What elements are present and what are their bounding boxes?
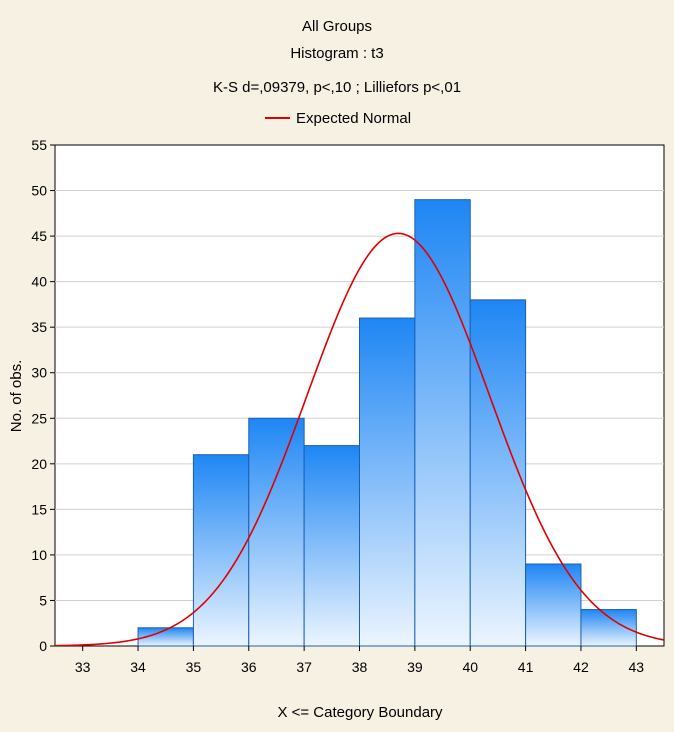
- y-tick-label-15: 15: [31, 501, 47, 517]
- histogram-bar-41-42: [525, 563, 582, 647]
- x-tick-label-36: 36: [241, 659, 257, 675]
- histogram-bar-35-36: [192, 454, 250, 647]
- histogram-bars: [137, 199, 637, 647]
- x-tick-label-34: 34: [130, 659, 146, 675]
- x-axis-ticks: 33 34 35 36 37 38 39 40 41 42 43: [75, 646, 644, 675]
- x-tick-label-35: 35: [186, 659, 202, 675]
- histogram-bar-40-41: [469, 299, 527, 647]
- y-tick-label-10: 10: [31, 547, 47, 563]
- chart-title: All Groups: [302, 18, 372, 35]
- x-tick-label-42: 42: [573, 659, 589, 675]
- x-tick-label-40: 40: [462, 659, 478, 675]
- expected-normal-line: [55, 232, 664, 646]
- x-tick-label-38: 38: [352, 659, 368, 675]
- histogram-bar-37-38: [303, 445, 360, 647]
- histogram-bar-39-40: [414, 199, 471, 647]
- y-tick-label-45: 45: [31, 228, 47, 244]
- y-tick-label-25: 25: [31, 410, 47, 426]
- y-axis-ticks: 0 5 10 15 20 25 30 35 40 45 50 55: [31, 137, 55, 654]
- chart-subtitle: Histogram : t3: [290, 45, 383, 62]
- expected-normal-curve: [55, 232, 664, 646]
- histogram-bar-36-37: [248, 417, 305, 647]
- x-tick-label-39: 39: [407, 659, 423, 675]
- y-tick-label-50: 50: [31, 183, 47, 199]
- y-tick-label-20: 20: [31, 456, 47, 472]
- x-tick-label-37: 37: [296, 659, 312, 675]
- x-tick-label-41: 41: [518, 659, 534, 675]
- y-tick-label-5: 5: [39, 592, 47, 608]
- y-tick-label-0: 0: [39, 638, 47, 654]
- x-tick-label-43: 43: [629, 659, 645, 675]
- y-tick-label-35: 35: [31, 319, 47, 335]
- chart-stats-line: K-S d=,09379, p<,10 ; Lilliefors p<,01: [213, 79, 461, 96]
- x-axis-label: X <= Category Boundary: [277, 704, 443, 721]
- histogram-bar-38-39: [359, 317, 416, 647]
- y-tick-label-55: 55: [31, 137, 47, 153]
- chart-legend: Expected Normal: [265, 110, 411, 127]
- y-axis-label: No. of obs.: [8, 360, 25, 433]
- y-tick-label-40: 40: [31, 274, 47, 290]
- legend-label: Expected Normal: [296, 110, 411, 127]
- y-tick-label-30: 30: [31, 365, 47, 381]
- x-tick-label-33: 33: [75, 659, 91, 675]
